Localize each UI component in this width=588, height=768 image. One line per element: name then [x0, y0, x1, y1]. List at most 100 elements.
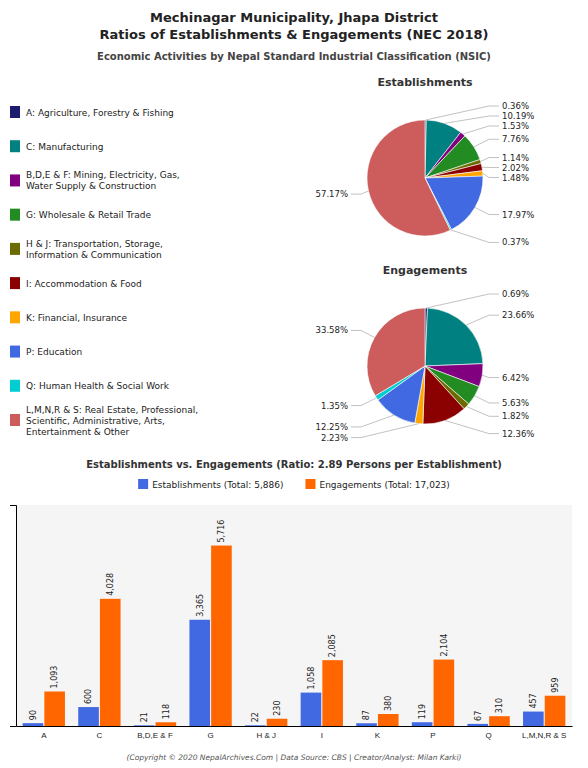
pie-value-label: 33.58%: [316, 325, 348, 335]
x-tick-label: K: [375, 731, 381, 740]
bar: [100, 599, 121, 726]
pie-value-label: 0.69%: [502, 289, 529, 299]
x-tick-label: Q: [485, 731, 491, 740]
pie-leader: [466, 315, 499, 325]
data-label: 310: [495, 698, 504, 713]
pie-leader: [351, 415, 394, 427]
legend-swatch: [10, 209, 20, 221]
pie-value-label: 1.53%: [502, 121, 529, 131]
pie-leader: [466, 407, 499, 417]
x-axis-line: [17, 726, 573, 727]
pie-leader: [426, 294, 499, 308]
legend-swatch: [10, 174, 20, 186]
legend-swatch: [10, 277, 20, 289]
legend-swatch: [138, 479, 148, 489]
data-label: 457: [529, 693, 538, 708]
legend-label: Q: Human Health & Social Work: [26, 381, 170, 391]
x-tick-label: C: [97, 731, 103, 740]
bar: [78, 707, 99, 726]
legend-swatch: [10, 140, 20, 152]
pie-value-label: 5.63%: [502, 398, 529, 408]
pie-leader: [451, 230, 499, 243]
x-tick: B,D,E & F: [137, 726, 173, 740]
pie-leader: [475, 396, 499, 403]
pie-leader: [351, 424, 419, 438]
bar: [523, 712, 544, 726]
pie-value-label: 0.36%: [502, 101, 529, 111]
pie: 0.69%23.66%6.42%5.63%1.82%12.36%2.23%12.…: [316, 289, 535, 443]
legend-item: C: Manufacturing: [10, 140, 103, 152]
bar: [301, 693, 322, 726]
pie-leader: [474, 139, 499, 147]
data-label: 380: [384, 696, 393, 711]
pie-leader: [444, 116, 499, 123]
data-label: 21: [140, 712, 149, 722]
data-labels: 90600213,365221,05887119674571,0934,0281…: [29, 520, 560, 723]
pie-leader: [463, 126, 499, 134]
y-axis: [10, 506, 17, 727]
data-label: 4,028: [106, 573, 115, 596]
legend-label: H & J: Transportation, Storage,Informati…: [26, 239, 163, 260]
legend-label: Establishments (Total: 5,886): [152, 480, 283, 490]
legend-swatch: [10, 414, 20, 426]
legend-label: P: Education: [26, 347, 82, 357]
bar: [23, 723, 44, 726]
legend-swatch: [10, 243, 20, 255]
pie-value-label: 1.35%: [321, 401, 348, 411]
pie-value-label: 2.02%: [502, 163, 529, 173]
bar: [545, 696, 566, 726]
bar-title: Establishments vs. Engagements (Ratio: 2…: [86, 459, 502, 470]
legend-label: B,D,E & F: Mining, Electricity, Gas,Wate…: [26, 170, 180, 191]
pie-slice: [367, 308, 425, 396]
bar: [156, 722, 177, 726]
pie-value-label: 12.25%: [316, 422, 348, 432]
data-label: 1,058: [307, 667, 316, 690]
subtitle: Economic Activities by Nepal Standard In…: [97, 51, 491, 62]
bar: [245, 725, 266, 726]
x-tick-label: H & J: [256, 731, 276, 740]
legend-item: I: Accommodation & Food: [10, 277, 142, 289]
pie-leader: [483, 173, 499, 177]
legend-item: Establishments (Total: 5,886): [138, 479, 283, 490]
legend-item: Q: Human Health & Social Work: [10, 380, 170, 392]
legend-item: A: Agriculture, Forestry & Fishing: [10, 106, 174, 118]
pie-value-label: 12.36%: [502, 429, 534, 439]
data-label: 3,365: [196, 594, 205, 617]
pie-leader: [351, 191, 368, 194]
pie-value-label: 23.66%: [502, 310, 534, 320]
data-label: 22: [251, 712, 260, 722]
pie-value-label: 6.42%: [502, 373, 529, 383]
bar: [267, 719, 288, 726]
legend-swatch: [10, 380, 20, 392]
x-tick-label: B,D,E & F: [137, 731, 173, 740]
legend-item: K: Financial, Insurance: [10, 311, 128, 323]
pie-leader: [482, 375, 499, 377]
footer: (Copyright © 2020 NepalArchives.Com | Da…: [127, 753, 462, 762]
bar: [434, 660, 455, 726]
pie-leader: [445, 420, 499, 433]
y-axis-line: [10, 506, 17, 727]
pie-value-label: 17.97%: [502, 210, 534, 220]
legend-label: A: Agriculture, Forestry & Fishing: [26, 108, 174, 118]
data-label: 2,085: [328, 634, 337, 657]
bar-chart: Establishments vs. Engagements (Ratio: 2…: [10, 459, 573, 740]
x-tick: Q: [485, 726, 491, 740]
legend-label: G: Wholesale & Retail Trade: [26, 210, 151, 220]
x-tick: P: [430, 726, 435, 740]
x-tick: H & J: [256, 726, 276, 740]
data-label: 5,716: [217, 520, 226, 543]
pie-value-label: 7.76%: [502, 134, 529, 144]
pie-title: Establishments: [377, 76, 473, 89]
pie-slice: [367, 120, 450, 236]
data-label: 1,093: [50, 666, 59, 689]
data-label: 87: [362, 710, 371, 720]
data-label: 67: [474, 711, 483, 721]
bar: [189, 620, 210, 726]
bar: [211, 546, 232, 726]
bar: [322, 660, 343, 726]
bar: [134, 725, 155, 726]
pie-leader: [426, 106, 499, 120]
pie-title: Engagements: [383, 264, 468, 277]
data-label: 119: [418, 704, 427, 719]
pie-leader: [351, 398, 377, 406]
